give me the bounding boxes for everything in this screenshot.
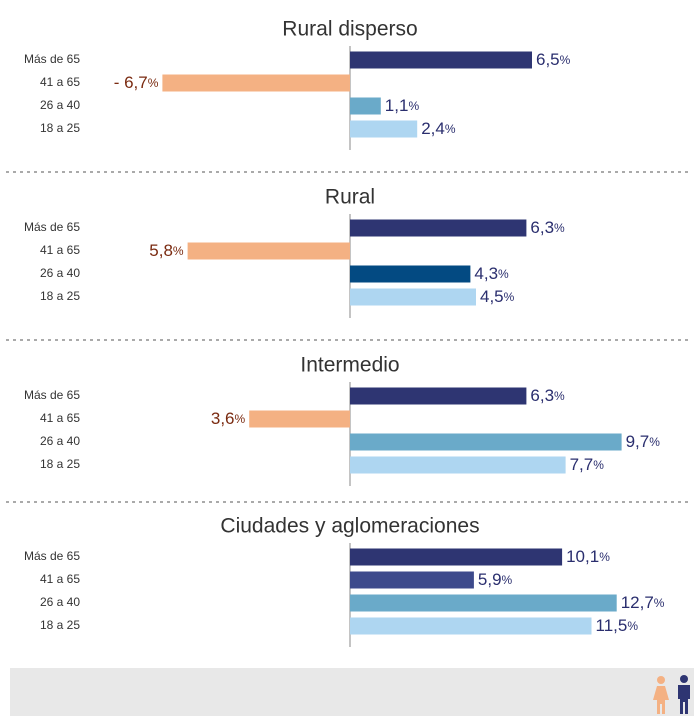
- footer-bar: [10, 668, 694, 716]
- value-label: 9,7%: [626, 432, 661, 451]
- bar: [350, 97, 381, 115]
- category-label: 41 a 65: [40, 75, 80, 89]
- bar: [350, 265, 471, 283]
- bar: [162, 74, 350, 92]
- bar: [350, 51, 532, 69]
- category-label: 18 a 25: [40, 618, 80, 632]
- category-label: Más de 65: [24, 220, 80, 234]
- category-label: Más de 65: [24, 52, 80, 66]
- category-label: 41 a 65: [40, 243, 80, 257]
- value-label: 4,3%: [474, 264, 509, 283]
- bar: [350, 571, 474, 589]
- value-label: 2,4%: [421, 119, 456, 138]
- bar: [350, 120, 418, 138]
- category-label: Más de 65: [24, 388, 80, 402]
- value-label: 12,7%: [621, 593, 665, 612]
- panel-title: Intermedio: [300, 354, 399, 377]
- value-label: 3,6%: [211, 409, 246, 428]
- separators: [6, 171, 690, 503]
- value-label: 6,5%: [536, 50, 571, 69]
- category-label: 18 a 25: [40, 457, 80, 471]
- category-label: 26 a 40: [40, 434, 80, 448]
- value-label: 4,5%: [480, 287, 515, 306]
- panel-title: Rural disperso: [282, 18, 417, 41]
- category-label: 18 a 25: [40, 289, 80, 303]
- bar: [350, 219, 527, 237]
- category-label: Más de 65: [24, 549, 80, 563]
- bar: [350, 456, 566, 474]
- woman-icon: [653, 676, 669, 714]
- panel-title: Ciudades y aglomeraciones: [220, 515, 479, 538]
- value-label: 5,8%: [149, 241, 184, 260]
- category-label: 26 a 40: [40, 98, 80, 112]
- value-label: - 6,7%: [114, 73, 159, 92]
- value-label: 7,7%: [570, 455, 605, 474]
- panel-title: Rural: [325, 186, 375, 209]
- bar: [350, 387, 527, 405]
- bar: [350, 548, 563, 566]
- bar: [350, 433, 622, 451]
- category-label: 41 a 65: [40, 572, 80, 586]
- value-label: 11,5%: [596, 616, 639, 635]
- man-icon: [678, 675, 690, 714]
- bar: [350, 617, 592, 635]
- value-label: 5,9%: [478, 570, 513, 589]
- category-label: 18 a 25: [40, 121, 80, 135]
- bar: [187, 242, 350, 260]
- bar: [350, 594, 617, 612]
- category-label: 26 a 40: [40, 595, 80, 609]
- value-label: 6,3%: [530, 218, 565, 237]
- bar: [249, 410, 350, 428]
- value-label: 10,1%: [566, 547, 610, 566]
- bar: [350, 288, 476, 306]
- category-label: 41 a 65: [40, 411, 80, 425]
- value-label: 6,3%: [530, 386, 565, 405]
- value-label: 1,1%: [385, 96, 420, 115]
- category-label: 26 a 40: [40, 266, 80, 280]
